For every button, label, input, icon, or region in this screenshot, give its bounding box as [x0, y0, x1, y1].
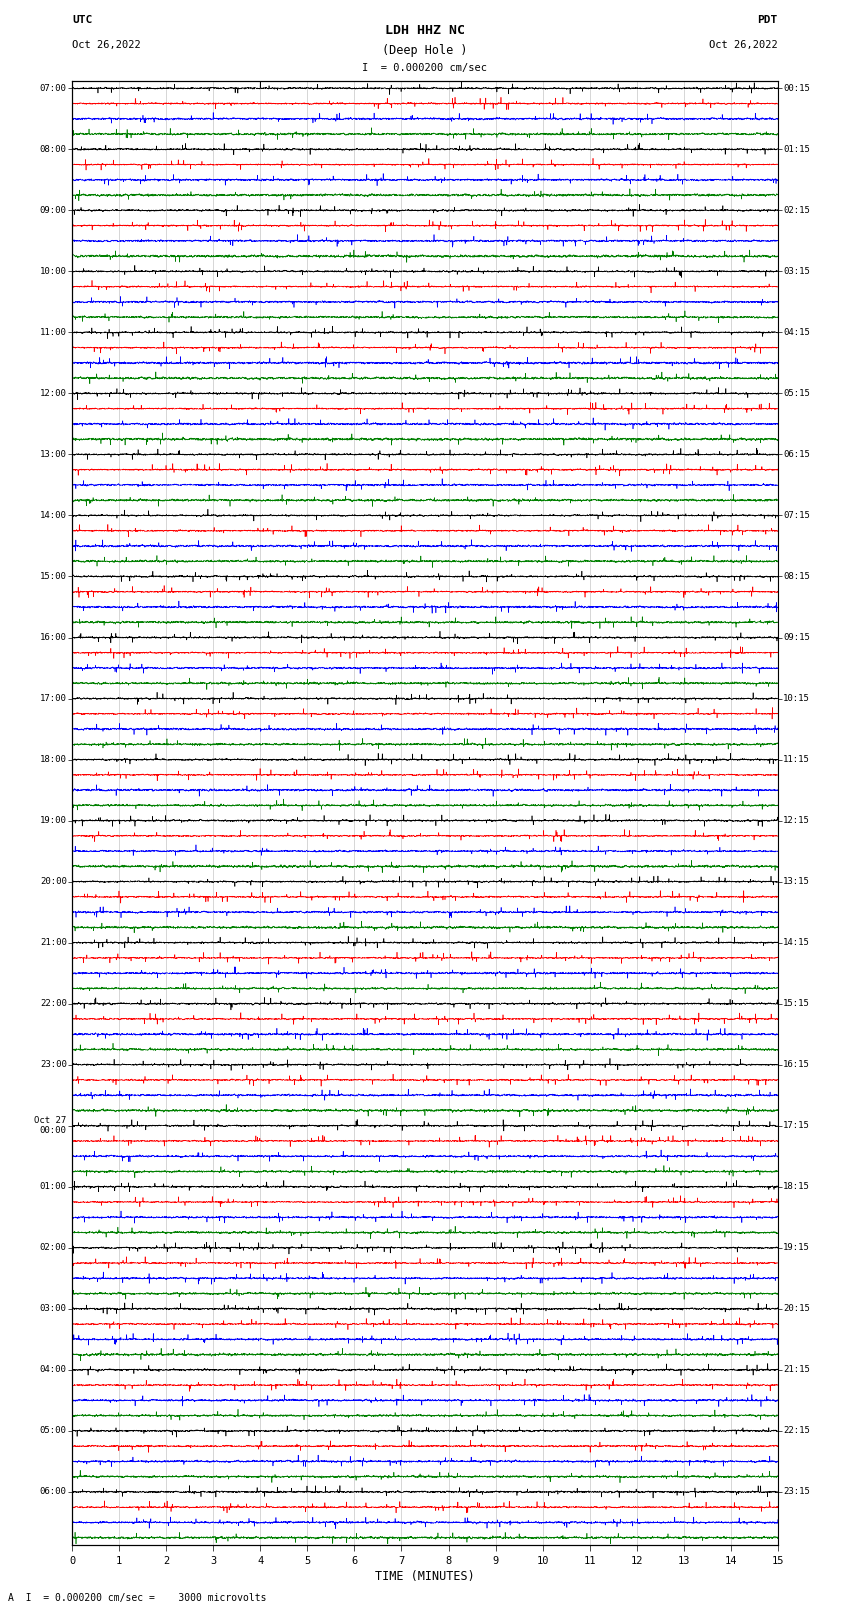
- Text: UTC: UTC: [72, 15, 93, 24]
- Text: LDH HHZ NC: LDH HHZ NC: [385, 24, 465, 37]
- Text: Oct 26,2022: Oct 26,2022: [72, 40, 141, 50]
- Text: (Deep Hole ): (Deep Hole ): [382, 44, 468, 58]
- Text: PDT: PDT: [757, 15, 778, 24]
- Text: Oct 26,2022: Oct 26,2022: [709, 40, 778, 50]
- Text: A  I  = 0.000200 cm/sec =    3000 microvolts: A I = 0.000200 cm/sec = 3000 microvolts: [8, 1594, 267, 1603]
- Text: I  = 0.000200 cm/sec: I = 0.000200 cm/sec: [362, 63, 488, 73]
- X-axis label: TIME (MINUTES): TIME (MINUTES): [375, 1569, 475, 1582]
